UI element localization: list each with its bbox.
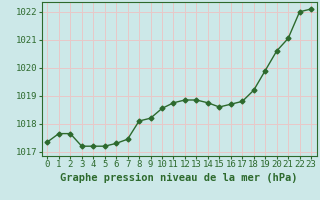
X-axis label: Graphe pression niveau de la mer (hPa): Graphe pression niveau de la mer (hPa) [60,173,298,183]
